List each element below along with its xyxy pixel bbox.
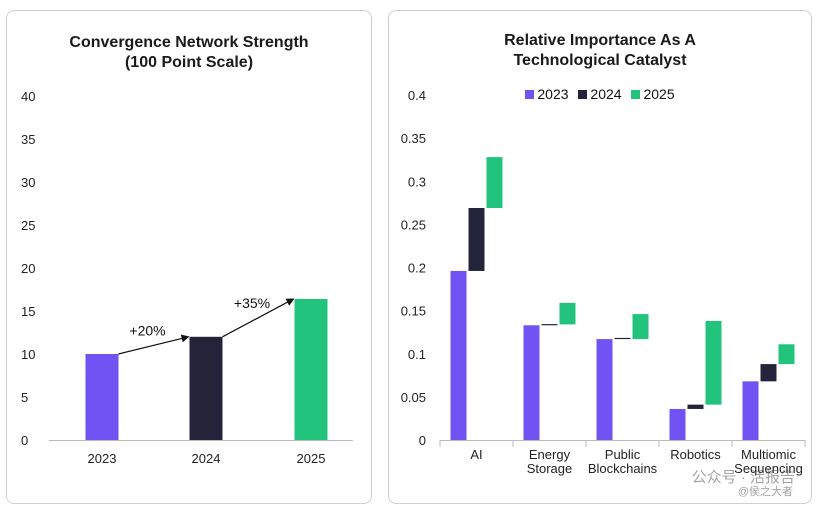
y-tick-label: 0.15 <box>401 304 426 319</box>
y-tick-label: 15 <box>21 304 35 319</box>
right-chart-title: Relative Importance As A Technological C… <box>389 31 811 71</box>
y-tick-label: 0.1 <box>408 347 426 362</box>
legend-label-2024: 2024 <box>590 86 622 102</box>
x-tick-label: 2023 <box>88 451 117 466</box>
y-tick-label: 35 <box>21 132 35 147</box>
left-title-line1: Convergence Network Strength <box>69 34 309 51</box>
y-tick-label: 25 <box>21 218 35 233</box>
bar-2025-multiomic <box>778 344 795 365</box>
x-tick-label: 2025 <box>297 451 326 466</box>
watermark-handle: @侯之大者 <box>737 486 793 498</box>
y-tick-label: 0.3 <box>408 174 426 189</box>
y-tick-label: 30 <box>21 175 35 190</box>
bar-2025 <box>294 298 328 440</box>
convergence-bar-chart: 40 35 30 25 20 15 10 5 0 2023 2024 2025 +20% +35% <box>21 89 353 466</box>
right-title-line1: Relative Importance As A <box>504 32 696 49</box>
y-tick-label: 40 <box>21 89 35 104</box>
x-tick-label-line2: Storage <box>527 461 573 476</box>
catalyst-chart-panel: Relative Importance As A Technological C… <box>388 10 812 504</box>
legend-swatch-2025 <box>631 90 641 99</box>
y-tick-label: 0 <box>21 433 28 448</box>
bar-2023-ai <box>450 270 467 440</box>
x-tick-label: Robotics <box>670 447 721 462</box>
bar-2024-ai <box>468 207 485 271</box>
left-title-line2: (100 Point Scale) <box>124 54 254 71</box>
convergence-chart-panel: Convergence Network Strength (100 Point … <box>6 10 372 504</box>
y-tick-label: 5 <box>21 390 28 405</box>
bar-2024-robotics <box>687 404 704 409</box>
legend-swatch-2023 <box>525 90 535 99</box>
bar-2024 <box>189 336 223 440</box>
growth-arrow <box>118 334 190 355</box>
x-tick-label: Energy <box>529 447 571 462</box>
bar-2025-public <box>632 314 649 340</box>
right-title-line2: Technological Catalyst <box>513 52 687 69</box>
left-chart-title: Convergence Network Strength (100 Point … <box>7 33 371 73</box>
legend: 2023 2024 2025 <box>389 86 811 102</box>
growth-arrow <box>222 298 295 338</box>
x-tick-label: Multiomic <box>741 447 796 462</box>
y-tick-label: 0.05 <box>401 390 426 405</box>
bar-2024-public <box>614 337 631 340</box>
x-tick-label: AI <box>470 447 482 462</box>
bar-2025-energy <box>559 302 576 325</box>
legend-item-2024: 2024 <box>578 86 622 102</box>
bar-2023-public <box>596 339 613 440</box>
bar-2023-robotics <box>669 408 686 440</box>
bar-2024-multiomic <box>760 364 777 382</box>
legend-label-2023: 2023 <box>537 86 569 102</box>
y-tick-label: 0.2 <box>408 261 426 276</box>
y-tick-label: 20 <box>21 261 35 276</box>
x-tick-label: 2024 <box>192 451 221 466</box>
bar-2023-energy <box>523 325 540 440</box>
growth-annotation: +20% <box>129 322 165 338</box>
x-tick-label-line2: Blockchains <box>588 461 658 476</box>
watermark: 公众号 · 活报告 <box>691 469 795 486</box>
bar-2025-ai <box>486 157 503 208</box>
y-tick-label: 0.35 <box>401 131 426 146</box>
legend-item-2025: 2025 <box>631 86 675 102</box>
legend-item-2023: 2023 <box>525 86 569 102</box>
y-tick-label: 0.4 <box>408 88 426 103</box>
y-tick-label: 0 <box>419 433 426 448</box>
x-tick-label-line2: Sequencing <box>734 461 803 476</box>
legend-label-2025: 2025 <box>643 86 675 102</box>
bar-2023 <box>85 354 119 440</box>
y-tick-label: 10 <box>21 347 35 362</box>
bar-2023-multiomic <box>742 381 759 440</box>
growth-annotation: +35% <box>234 295 270 311</box>
legend-swatch-2024 <box>578 90 588 99</box>
y-tick-label: 0.25 <box>401 217 426 232</box>
bar-2024-energy <box>541 324 558 326</box>
bar-2025-robotics <box>705 320 722 405</box>
catalyst-waterfall-chart: 0.4 0.35 0.3 0.25 0.2 0.15 0.1 0.05 0 AI EnergySto… <box>401 88 806 476</box>
x-tick-label: Public <box>605 447 641 462</box>
